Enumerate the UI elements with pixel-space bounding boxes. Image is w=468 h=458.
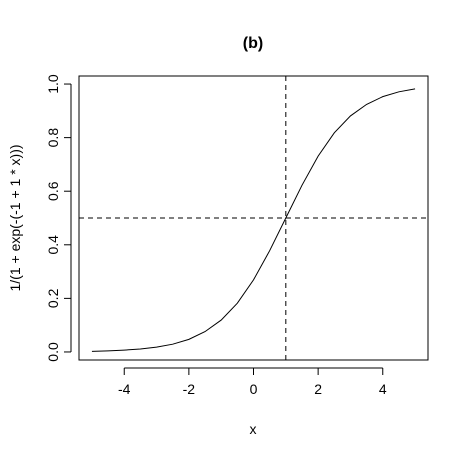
y-tick-label: 1.0	[45, 74, 61, 94]
y-axis: 0.0 0.2 0.4 0.6 0.8 1.0	[45, 74, 72, 362]
reference-lines	[79, 76, 428, 360]
chart-title: (b)	[243, 35, 263, 52]
y-tick-label: 0.2	[45, 288, 61, 308]
x-axis: -4 -2 0 2 4	[118, 367, 387, 397]
y-tick-label: 0.0	[45, 342, 61, 362]
y-tick-label: 0.4	[45, 235, 61, 255]
y-tick-label: 0.8	[45, 128, 61, 148]
sigmoid-curve	[91, 88, 416, 352]
x-tick-label: -2	[183, 381, 196, 397]
x-tick-label: 4	[379, 381, 387, 397]
y-tick-label: 0.6	[45, 181, 61, 201]
series-layer	[91, 88, 416, 352]
x-tick-label: 0	[250, 381, 258, 397]
x-tick-label: -4	[118, 381, 131, 397]
y-axis-label: 1/(1 + exp(-(-1 + 1 * x)))	[7, 144, 23, 291]
x-axis-label: x	[250, 421, 257, 437]
x-tick-label: 2	[314, 381, 322, 397]
